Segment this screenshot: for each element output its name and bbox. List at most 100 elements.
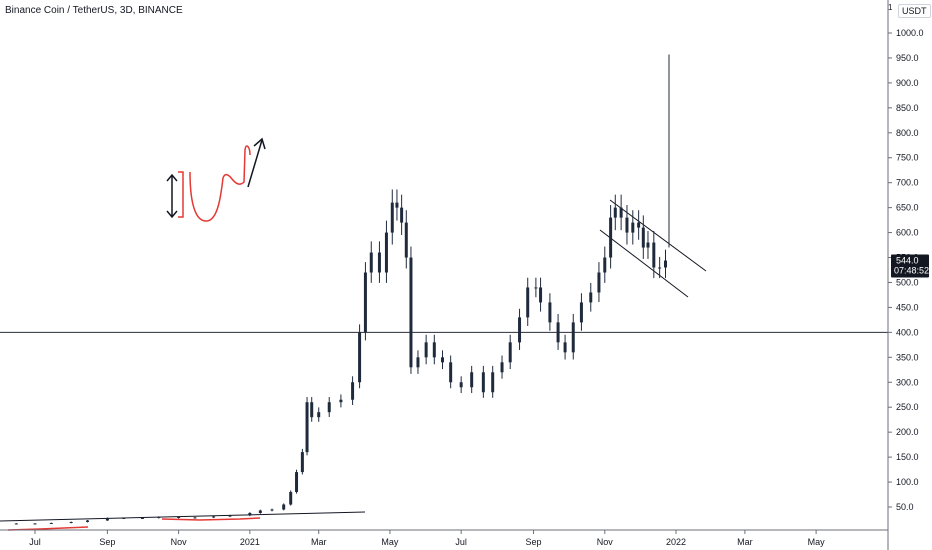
candle-body: [400, 207, 404, 223]
price-tick-label: 650.0: [896, 203, 919, 213]
time-tick-label: Jul: [29, 537, 41, 547]
price-tick-label: 900.0: [896, 78, 919, 88]
candle-body: [305, 402, 309, 453]
up-arrow-shaft: [247, 139, 263, 188]
candle-body: [556, 322, 560, 343]
price-tick-label: 450.0: [896, 302, 919, 312]
candle-body: [193, 517, 197, 519]
candle-body: [609, 217, 613, 258]
candle-body: [310, 402, 314, 418]
time-tick-label: Mar: [311, 537, 327, 547]
channel-upper-line: [609, 199, 707, 272]
candle-body: [270, 509, 274, 511]
price-tick-label: 50.0: [896, 502, 914, 512]
price-tick-label: 400.0: [896, 327, 919, 337]
candle-body: [86, 520, 90, 522]
scale-top-value: 1: [888, 3, 893, 12]
candle-body: [339, 399, 343, 403]
candle-body: [363, 272, 367, 333]
bar-countdown: 07:48:52: [894, 266, 929, 276]
price-tick-label: 800.0: [896, 128, 919, 138]
time-tick-label: Sep: [99, 537, 115, 547]
candle-body: [33, 523, 37, 525]
candle-body: [177, 516, 181, 518]
candle-body: [491, 372, 495, 393]
up-arrow-head: [253, 137, 266, 150]
candle-body: [597, 272, 601, 293]
candles-layer: [14, 54, 670, 525]
time-tick-label: 2022: [666, 537, 686, 547]
channel-lower-line: [599, 229, 689, 298]
candle-body: [327, 402, 331, 413]
time-tick-label: Nov: [171, 537, 188, 547]
candle-body: [658, 267, 662, 269]
time-tick-label: May: [808, 537, 826, 547]
candle-body: [289, 492, 293, 505]
red-underline-2: [161, 517, 261, 521]
candle-body: [563, 342, 567, 353]
candle-body: [351, 382, 355, 400]
time-tick-label: Nov: [597, 537, 614, 547]
candle-body: [646, 242, 650, 248]
candle-body: [416, 357, 420, 368]
candle-body: [459, 382, 463, 388]
candle-body: [369, 252, 373, 273]
candle-body: [69, 521, 73, 523]
price-tick-label: 750.0: [896, 153, 919, 163]
candle-body: [384, 232, 388, 273]
candle-body: [105, 517, 109, 521]
price-tick-label: 850.0: [896, 103, 919, 113]
last-price-value: 544.0: [896, 256, 919, 266]
candle-body: [395, 202, 399, 208]
candle-body: [548, 302, 552, 323]
time-axis[interactable]: Jul Sep Nov 2021 Mar May Jul Sep Nov 2022 Mar May: [0, 529, 888, 547]
time-tick-label: Sep: [526, 537, 542, 547]
candle-body: [641, 227, 645, 248]
candle-body: [140, 517, 144, 519]
candle-body: [228, 515, 232, 517]
candle-body: [500, 362, 504, 373]
candle-body: [579, 302, 583, 323]
candle-body: [258, 510, 262, 513]
candle-body: [631, 222, 635, 233]
price-tick-label: 300.0: [896, 377, 919, 387]
candle-body: [317, 412, 321, 418]
time-tick-label: Mar: [737, 537, 753, 547]
time-tick-label: Jul: [455, 537, 467, 547]
candle-body: [122, 517, 126, 519]
candle-body: [603, 257, 607, 273]
candle-body: [440, 357, 444, 363]
chart-title: Binance Coin / TetherUS, 3D, BINANCE: [5, 5, 183, 16]
time-tick-label: May: [381, 537, 399, 547]
time-tick-label: 2021: [240, 537, 260, 547]
price-tick-label: 500.0: [896, 277, 919, 287]
last-price-badge-bg: [891, 254, 929, 278]
double-arrow-head-top: [166, 173, 178, 182]
candle-body: [613, 207, 617, 218]
candle-body: [571, 322, 575, 353]
candle-body: [248, 512, 252, 516]
candle-body: [526, 287, 530, 318]
candle-body: [300, 452, 304, 473]
candle-body: [625, 217, 629, 233]
candle-body: [424, 342, 428, 358]
price-tick-label: 700.0: [896, 178, 919, 188]
currency-button[interactable]: USDT: [898, 4, 931, 18]
price-tick-label: 100.0: [896, 477, 919, 487]
price-axis[interactable]: 50.0 100.0 150.0 200.0 250.0 300.0 350.0 400.0 4…: [887, 0, 924, 550]
candle-body: [619, 207, 623, 218]
price-tick-label: 250.0: [896, 402, 919, 412]
double-arrow-head-bottom: [166, 210, 178, 219]
candle-body: [539, 287, 543, 303]
candle-body: [652, 242, 656, 268]
candle-body: [404, 222, 408, 258]
candle-body: [589, 292, 593, 303]
candle-body: [157, 516, 161, 518]
candle-body: [508, 342, 512, 363]
candle-body: [481, 372, 485, 393]
candle-body: [390, 202, 394, 233]
candle-body: [432, 342, 436, 358]
candle-body: [534, 287, 538, 289]
price-tick-label: 200.0: [896, 427, 919, 437]
